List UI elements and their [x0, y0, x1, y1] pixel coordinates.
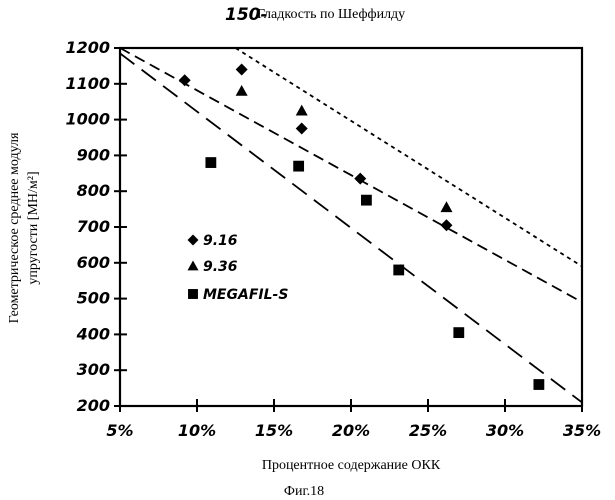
trend-line-9-16: [119, 47, 583, 303]
legend-label-megafil-s: MEGAFIL-S: [203, 287, 288, 303]
data-point-9-36: [295, 104, 308, 116]
y-axis-title-line2: упругости [МН/м²]: [26, 171, 41, 284]
legend-label-9-16: 9.16: [203, 233, 238, 249]
data-point-9-36: [440, 201, 453, 213]
y-axis-title-line1: Геометрическое среднее модуля: [7, 132, 22, 323]
data-point-megafil-s: [205, 157, 217, 168]
legend-marker-megafil-s: [188, 289, 198, 299]
y-tick-label: 400: [76, 324, 110, 343]
legend: 9.16 9.36 MEGAFIL-S: [187, 233, 288, 303]
data-point-9-36: [235, 84, 248, 96]
figure-caption: Фиг.18: [284, 484, 324, 499]
y-tick-label: 500: [77, 289, 110, 308]
y-tick-label: 1000: [65, 110, 110, 129]
trend-line-megafil-s: [119, 52, 583, 404]
y-axis-ticks: 200 300 400 500 600 700 800 900 1000 1100 1200: [65, 38, 127, 415]
data-point-9-16: [178, 74, 191, 87]
data-point-megafil-s: [453, 327, 465, 339]
trend-line-9-36: [235, 47, 583, 268]
data-point-9-16: [295, 122, 308, 135]
trend-lines: [119, 47, 583, 404]
x-axis-ticks: 5% 10% 15% 20% 25% 30% 35%: [106, 399, 601, 440]
x-axis-title: Процентное содержание ОКК: [262, 458, 441, 473]
data-point-megafil-s: [293, 160, 305, 172]
y-tick-label: 900: [77, 145, 110, 164]
y-tick-label: 600: [77, 253, 110, 272]
x-tick-label: 15%: [255, 421, 293, 440]
x-tick-label: 30%: [486, 421, 524, 440]
data-point-megafil-s: [533, 379, 545, 390]
legend-marker-9-16: [187, 234, 199, 246]
figure-heading-text: Гладкость по Шеффилду: [257, 7, 405, 22]
data-point-9-16: [440, 219, 453, 232]
y-tick-label: 200: [77, 396, 110, 415]
x-tick-label: 25%: [409, 421, 447, 440]
y-tick-label: 1200: [65, 38, 110, 57]
data-point-9-16: [235, 63, 248, 76]
x-tick-label: 20%: [332, 421, 370, 440]
y-tick-label: 1100: [65, 74, 110, 93]
y-tick-label: 300: [77, 360, 110, 379]
data-points: [178, 63, 545, 390]
data-point-9-16: [354, 172, 367, 185]
x-tick-label: 5%: [106, 421, 133, 440]
data-point-megafil-s: [361, 194, 372, 206]
data-point-megafil-s: [393, 264, 405, 276]
legend-label-9-36: 9.36: [203, 259, 238, 275]
legend-marker-9-36: [187, 260, 199, 271]
figure-heading-number: 150-: [225, 5, 268, 25]
plot-frame: [118, 46, 584, 408]
x-tick-label: 10%: [178, 421, 216, 440]
x-tick-label: 35%: [563, 421, 601, 440]
y-tick-label: 700: [77, 217, 110, 236]
y-tick-label: 800: [77, 181, 110, 200]
